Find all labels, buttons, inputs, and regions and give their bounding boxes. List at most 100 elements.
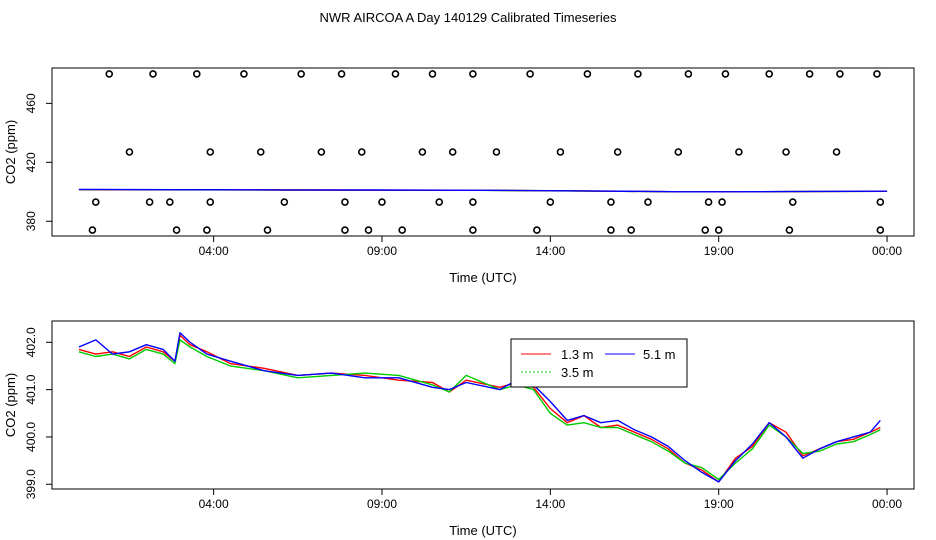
data-point-9 — [526, 70, 534, 78]
data-point-10 — [583, 70, 592, 78]
legend-label-5-1m: 5.1 m — [643, 347, 676, 362]
y-tick-label-bottom-3: 402.0 — [24, 327, 38, 357]
data-point-39 — [435, 198, 444, 206]
data-point-11 — [634, 70, 642, 78]
data-point-46 — [788, 198, 797, 206]
data-point-0 — [105, 70, 114, 78]
x-axis-label-bottom: Time (UTC) — [449, 523, 516, 538]
legend-label-1-3m: 1.3 m — [561, 347, 594, 362]
data-point-58 — [627, 226, 635, 234]
data-point-62 — [876, 226, 885, 234]
data-point-21 — [317, 148, 326, 156]
series-line-bottom-3-5-m — [78, 339, 881, 481]
data-point-26 — [556, 148, 565, 156]
data-point-59 — [701, 226, 710, 234]
data-point-45 — [718, 198, 726, 206]
x-tick-label-top-1: 09:00 — [367, 244, 397, 258]
legend-box — [510, 338, 688, 388]
data-point-51 — [263, 226, 272, 234]
x-tick-label-top-0: 04:00 — [199, 244, 229, 258]
data-point-50 — [203, 226, 211, 234]
x-tick-label-bottom-1: 09:00 — [367, 497, 397, 511]
data-point-2 — [192, 70, 201, 78]
data-point-40 — [469, 198, 477, 206]
data-point-23 — [418, 148, 427, 156]
data-point-31 — [832, 148, 841, 156]
data-point-41 — [546, 198, 555, 206]
data-point-16 — [836, 70, 844, 78]
data-point-54 — [398, 226, 406, 234]
y-tick-label-top-2: 460 — [24, 93, 38, 113]
panel-top: 04:00 09:00 14:00 19:00 00:00 380 420 460 Time… — [3, 67, 915, 285]
data-point-34 — [166, 198, 174, 206]
series-line-top-5-1-m — [78, 188, 888, 193]
data-point-8 — [469, 70, 477, 78]
legend-label-3-5m: 3.5 m — [561, 365, 594, 380]
y-axis-top: 380 420 460 — [24, 93, 52, 231]
data-point-7 — [428, 70, 437, 78]
data-point-1 — [149, 70, 157, 78]
y-tick-label-bottom-1: 400.0 — [24, 422, 38, 452]
data-point-30 — [782, 148, 790, 156]
legend: 1.3 m 3.5 m 5.1 m — [510, 338, 688, 388]
y-tick-label-top-1: 420 — [24, 152, 38, 172]
series-line-bottom-5-1-m — [78, 332, 881, 483]
data-point-3 — [240, 70, 248, 78]
x-tick-label-top-4: 00:00 — [872, 244, 902, 258]
data-point-4 — [297, 70, 305, 78]
y-tick-label-bottom-2: 401.0 — [24, 374, 38, 404]
series-bottom — [78, 332, 881, 483]
x-tick-label-bottom-2: 14:00 — [535, 497, 565, 511]
y-axis-label-top: CO2 (ppm) — [3, 120, 18, 184]
data-point-47 — [876, 198, 885, 206]
y-tick-label-bottom-0: 399.0 — [24, 469, 38, 499]
data-point-44 — [704, 198, 713, 206]
points-top — [88, 70, 885, 234]
data-point-14 — [765, 70, 774, 78]
data-point-27 — [613, 148, 622, 156]
data-point-49 — [172, 226, 181, 234]
data-point-17 — [873, 70, 881, 78]
data-point-52 — [341, 226, 349, 234]
x-axis-top: 04:00 09:00 14:00 19:00 00:00 — [199, 236, 902, 258]
data-point-55 — [469, 226, 477, 234]
chart-title: NWR AIRCOA A Day 140129 Calibrated Times… — [320, 10, 617, 25]
data-point-12 — [684, 70, 693, 78]
plot-frame-bottom — [51, 320, 915, 490]
x-tick-label-top-2: 14:00 — [535, 244, 565, 258]
series-line-bottom-1-3-m — [78, 334, 881, 483]
y-tick-label-top-0: 380 — [24, 211, 38, 231]
y-axis-label-bottom: CO2 (ppm) — [3, 373, 18, 437]
x-tick-label-bottom-0: 04:00 — [199, 497, 229, 511]
x-tick-label-bottom-3: 19:00 — [704, 497, 734, 511]
data-point-20 — [256, 148, 265, 156]
panel-bottom: 04:00 09:00 14:00 19:00 00:00 399.0 400.0 401.… — [3, 320, 915, 538]
x-axis-label-top: Time (UTC) — [449, 270, 516, 285]
data-point-37 — [341, 198, 349, 206]
x-tick-label-bottom-4: 00:00 — [872, 497, 902, 511]
data-point-32 — [91, 198, 100, 206]
data-point-29 — [735, 148, 743, 156]
y-axis-bottom: 399.0 400.0 401.0 402.0 — [24, 327, 52, 499]
data-point-42 — [607, 198, 615, 206]
plot-frame-top — [51, 67, 915, 237]
data-point-28 — [674, 148, 683, 156]
data-point-13 — [721, 70, 730, 78]
data-point-6 — [391, 70, 400, 78]
data-point-33 — [145, 198, 154, 206]
data-point-35 — [206, 198, 215, 206]
data-point-61 — [785, 226, 794, 234]
data-point-36 — [280, 198, 289, 206]
data-point-60 — [714, 226, 723, 234]
data-point-57 — [607, 226, 615, 234]
data-point-53 — [364, 226, 373, 234]
data-point-38 — [378, 198, 386, 206]
series-top — [78, 188, 888, 193]
data-point-5 — [337, 70, 346, 78]
data-point-25 — [492, 148, 501, 156]
data-point-18 — [125, 148, 134, 156]
data-point-22 — [357, 148, 366, 156]
data-point-56 — [533, 226, 541, 234]
